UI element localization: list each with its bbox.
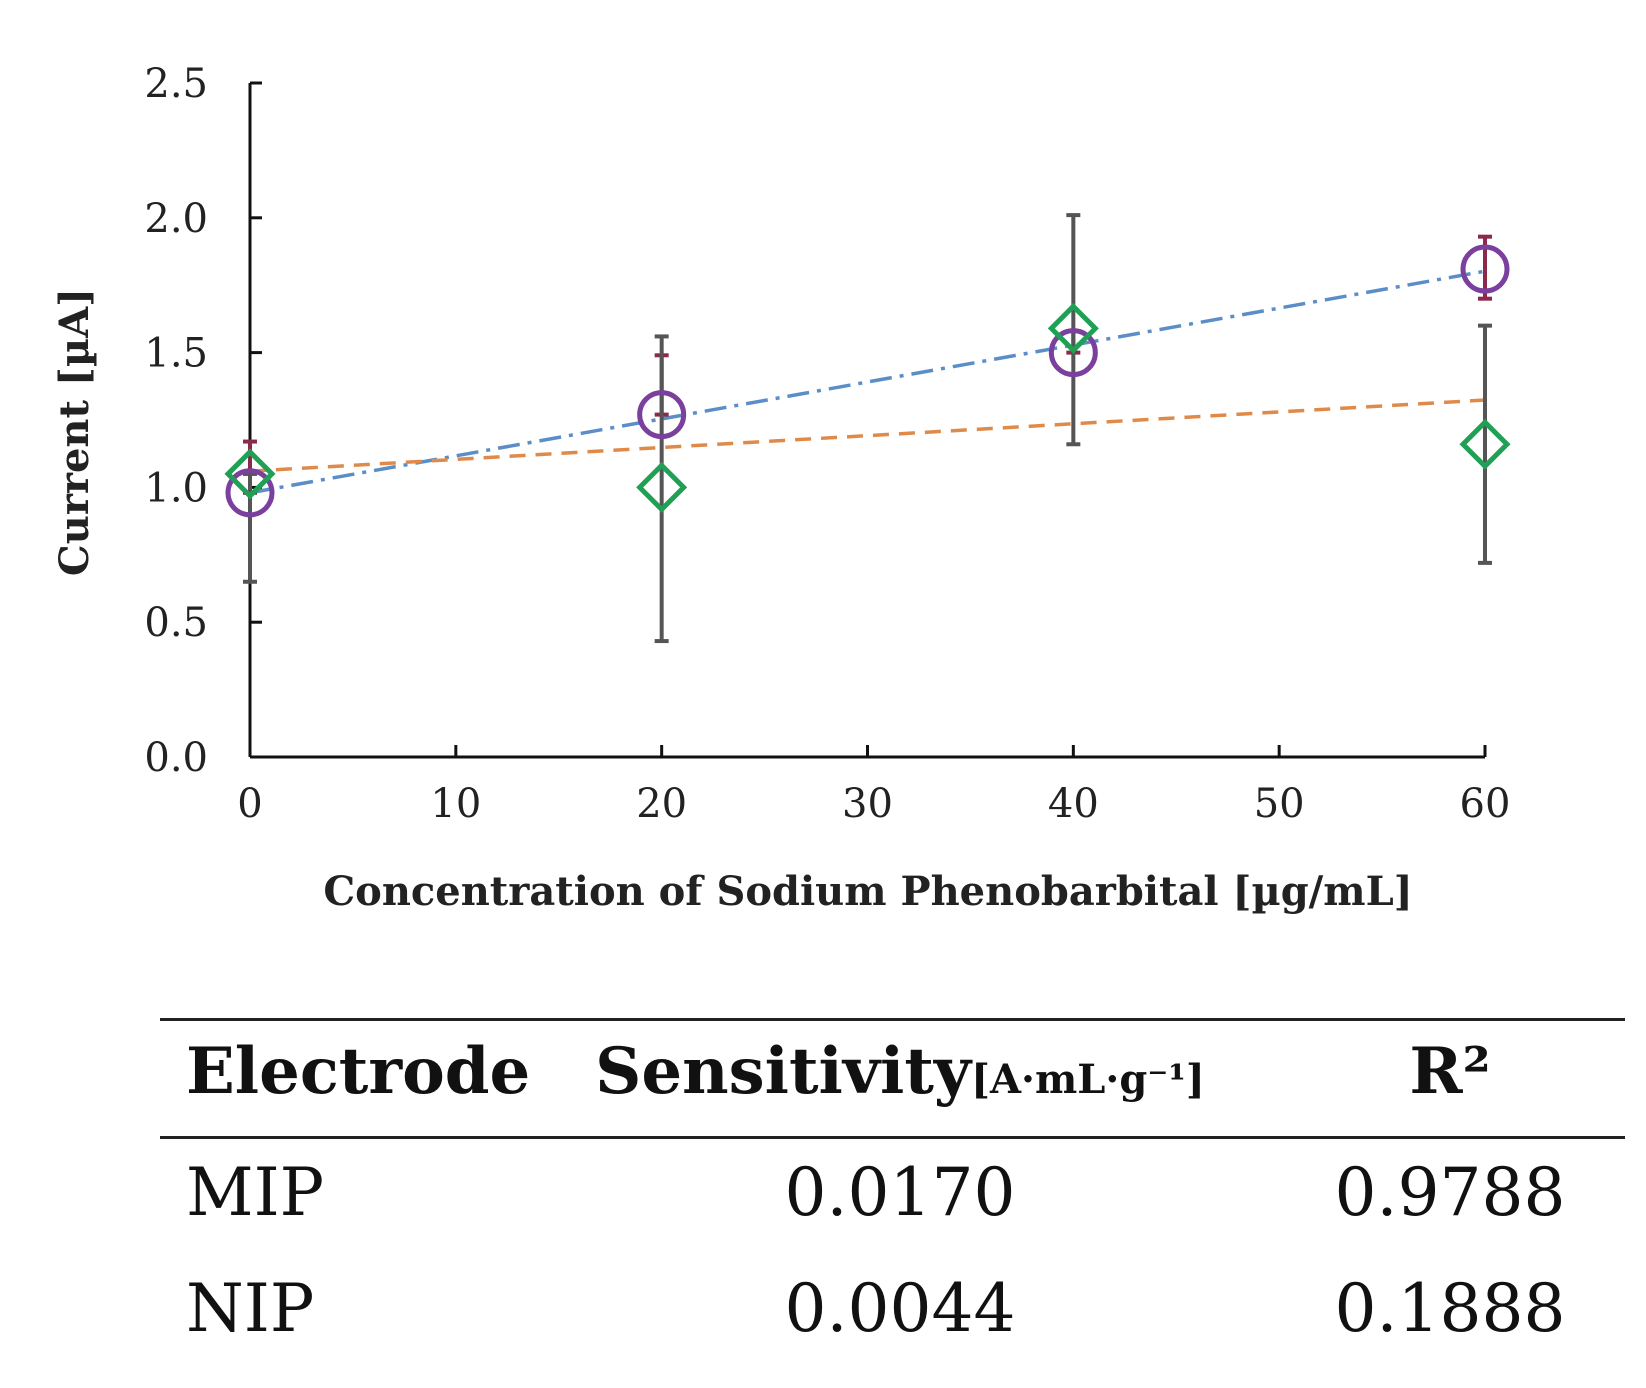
mip-point (1460, 244, 1510, 294)
x-axis-title: Concentration of Sodium Phenobarbital [µ… (323, 868, 1412, 915)
chart: 0.0 0.5 1.0 1.5 2.0 2.5 0 10 20 30 40 50 60 Concentr… (51, 61, 1511, 915)
y-tick-label: 2.5 (144, 61, 208, 107)
y-axis-title: Current [µA] (51, 288, 98, 576)
trend-lines (249, 269, 1486, 495)
x-tick-label: 50 (1254, 781, 1305, 827)
y-tick-label: 0.5 (144, 600, 208, 646)
y-tick-label: 2.0 (144, 196, 208, 242)
mip-point (225, 468, 275, 518)
table-header-rule (160, 1136, 1625, 1139)
row-mip-electrode: MIP (186, 1154, 325, 1231)
axes: 0.0 0.5 1.0 1.5 2.0 2.5 0 10 20 30 40 50 60 (144, 61, 1510, 827)
trend-line-nip (249, 398, 1486, 473)
x-tick-label: 0 (237, 781, 262, 827)
nip-point (224, 448, 276, 500)
row-nip-sensitivity: 0.0044 (784, 1270, 1016, 1347)
mip-point (637, 390, 687, 440)
row-nip-electrode: NIP (186, 1270, 315, 1347)
y-tick-label: 1.5 (144, 331, 208, 377)
error-bars (243, 213, 1492, 644)
header-sensitivity-unit: [A·mL·g⁻¹] (971, 1056, 1205, 1103)
x-tick-label: 10 (430, 781, 481, 827)
x-tick-label: 40 (1048, 781, 1099, 827)
row-mip-sensitivity: 0.0170 (784, 1154, 1016, 1231)
nip-point (1047, 302, 1099, 354)
mip-point (1048, 328, 1098, 378)
header-r2: R² (1409, 1034, 1491, 1109)
header-sensitivity: Sensitivity[A·mL·g⁻¹] (590, 1040, 1210, 1104)
x-tick-label: 30 (842, 781, 893, 827)
header-electrode: Electrode (186, 1034, 531, 1109)
row-nip-r2: 0.1888 (1334, 1270, 1566, 1347)
header-sensitivity-label: Sensitivity (595, 1034, 972, 1109)
data-markers (224, 244, 1511, 518)
row-mip-r2: 0.9788 (1334, 1154, 1566, 1231)
x-tick-label: 20 (636, 781, 687, 827)
nip-point (1459, 418, 1511, 470)
x-tick-label: 60 (1460, 781, 1511, 827)
nip-point (636, 461, 688, 513)
table-top-rule (160, 1018, 1625, 1021)
y-tick-label: 1.0 (144, 465, 208, 511)
y-tick-label: 0.0 (144, 735, 208, 781)
